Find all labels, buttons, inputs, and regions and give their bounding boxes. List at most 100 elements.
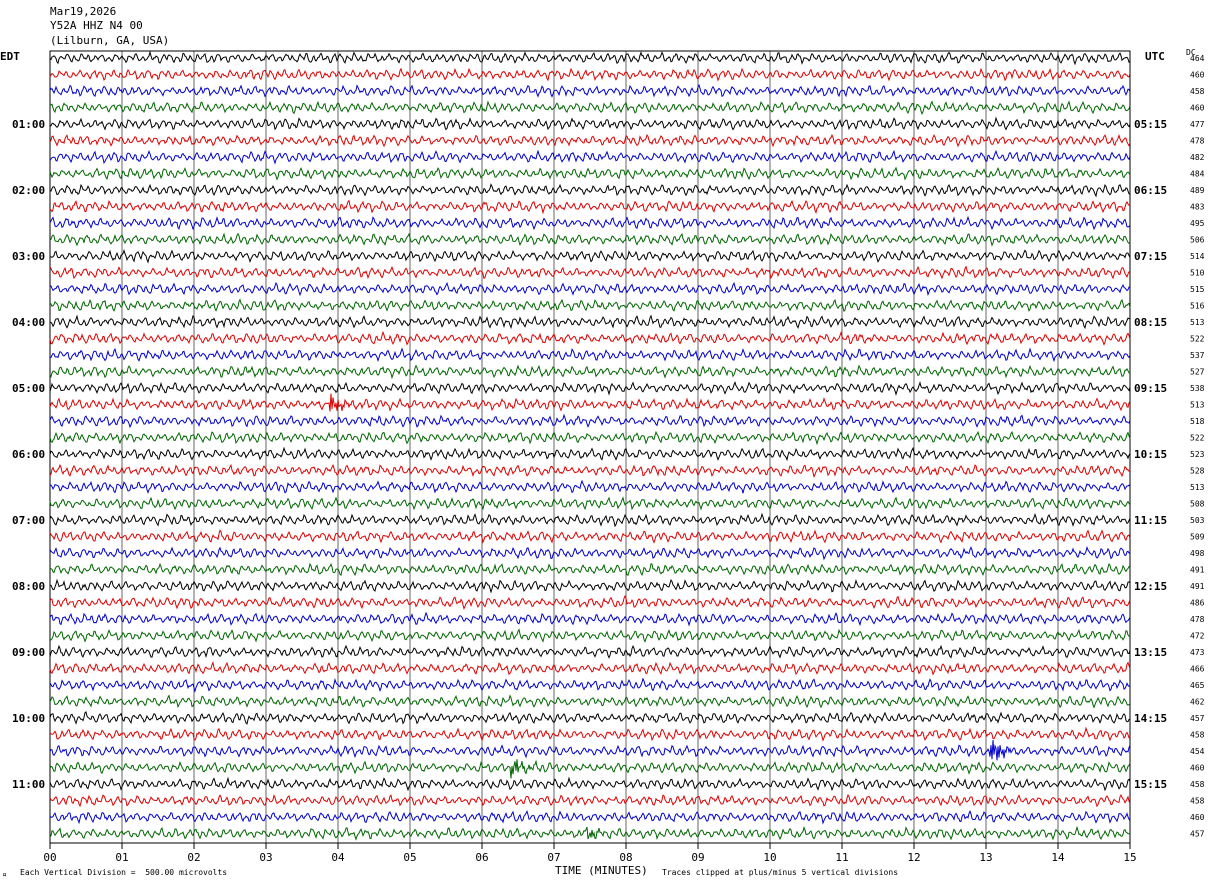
trace-row-22 — [49, 413, 1131, 429]
left-hour-label: 07:00 — [12, 514, 45, 527]
right-hour-label: 08:15 — [1134, 316, 1167, 329]
trace-row-24 — [49, 446, 1131, 462]
left-hour-label: 05:00 — [12, 382, 45, 395]
trace-row-42 — [49, 739, 1131, 761]
trace-row-19 — [49, 364, 1131, 380]
trace-row-23 — [49, 430, 1131, 446]
dc-offset-label: 464 — [1190, 54, 1205, 63]
trace-row-29 — [49, 529, 1131, 544]
dc-offset-label: 483 — [1190, 203, 1205, 212]
dc-offset-label: 472 — [1190, 632, 1205, 641]
dc-offset-label: 473 — [1190, 648, 1205, 657]
trace-row-14 — [49, 281, 1131, 297]
dc-offset-label: 503 — [1190, 516, 1205, 525]
trace-row-40 — [49, 711, 1131, 725]
x-tick-label: 10 — [763, 851, 776, 864]
left-hour-label: 02:00 — [12, 184, 45, 197]
x-tick-label: 11 — [835, 851, 848, 864]
right-hour-label: 06:15 — [1134, 184, 1167, 197]
x-tick-label: 08 — [619, 851, 632, 864]
dc-offset-label: 457 — [1190, 714, 1205, 723]
trace-row-15 — [49, 298, 1131, 313]
right-hour-label: 15:15 — [1134, 778, 1167, 791]
dc-offset-label: 513 — [1190, 483, 1205, 492]
dc-offset-label: 495 — [1190, 219, 1205, 228]
dc-offset-label: 518 — [1190, 417, 1205, 426]
x-tick-label: 15 — [1123, 851, 1136, 864]
dc-offset-label: 508 — [1190, 500, 1205, 509]
trace-row-32 — [49, 578, 1131, 594]
trace-row-20 — [49, 380, 1131, 396]
x-tick-label: 07 — [547, 851, 560, 864]
trace-row-44 — [49, 776, 1131, 792]
dc-offset-label: 523 — [1190, 450, 1205, 459]
dc-offset-label: 466 — [1190, 665, 1205, 674]
trace-row-3 — [49, 100, 1131, 115]
x-axis-label: TIME (MINUTES) — [555, 864, 648, 877]
dc-offset-label: 538 — [1190, 384, 1205, 393]
dc-offset-label: 515 — [1190, 285, 1205, 294]
dc-offset-label: 522 — [1190, 434, 1205, 443]
x-tick-label: 02 — [187, 851, 200, 864]
trace-row-37 — [49, 660, 1131, 676]
right-axis-unit: UTC — [1145, 50, 1165, 63]
dc-label: DC — [1186, 48, 1196, 57]
right-hour-label: 09:15 — [1134, 382, 1167, 395]
x-tick-label: 09 — [691, 851, 704, 864]
dc-offset-label: 454 — [1190, 747, 1205, 756]
dc-offset-label: 513 — [1190, 318, 1205, 327]
dc-offset-label: 528 — [1190, 467, 1205, 476]
trace-row-9 — [49, 199, 1131, 215]
dc-offset-label: 460 — [1190, 813, 1205, 822]
right-hour-label: 05:15 — [1134, 118, 1167, 131]
trace-row-11 — [49, 232, 1131, 247]
left-hour-label: 03:00 — [12, 250, 45, 263]
x-tick-label: 14 — [1051, 851, 1065, 864]
trace-row-35 — [49, 628, 1131, 643]
dc-offset-label: 465 — [1190, 681, 1205, 690]
footer-scale: Each Vertical Division = 500.00 microvol… — [20, 868, 228, 877]
trace-row-30 — [49, 545, 1131, 561]
dc-offset-label: 458 — [1190, 797, 1205, 806]
footer-glyph: ¤ — [2, 870, 7, 879]
left-hour-label: 01:00 — [12, 118, 45, 131]
dc-offset-label: 477 — [1190, 120, 1205, 129]
trace-row-39 — [49, 694, 1131, 709]
right-hour-label: 14:15 — [1134, 712, 1167, 725]
left-hour-label: 09:00 — [12, 646, 45, 659]
dc-offset-label: 484 — [1190, 170, 1205, 179]
x-tick-label: 01 — [115, 851, 128, 864]
dc-offset-label: 510 — [1190, 269, 1205, 278]
dc-offset-label: 491 — [1190, 582, 1205, 591]
trace-row-18 — [49, 347, 1131, 363]
trace-row-4 — [49, 116, 1131, 131]
left-hour-label: 10:00 — [12, 712, 45, 725]
header-location: (Lilburn, GA, USA) — [50, 34, 170, 47]
dc-offset-label: 460 — [1190, 71, 1205, 80]
x-tick-label: 13 — [979, 851, 992, 864]
dc-offset-label: 482 — [1190, 153, 1205, 162]
right-hour-label: 10:15 — [1134, 448, 1167, 461]
trace-row-17 — [49, 330, 1131, 346]
x-tick-label: 00 — [43, 851, 56, 864]
left-hour-label: 06:00 — [12, 448, 45, 461]
dc-offset-label: 458 — [1190, 780, 1205, 789]
trace-row-26 — [49, 479, 1131, 494]
dc-offset-label: 457 — [1190, 830, 1205, 839]
trace-row-7 — [49, 166, 1131, 181]
x-tick-label: 06 — [475, 851, 488, 864]
trace-row-43 — [49, 759, 1131, 779]
trace-row-31 — [49, 562, 1131, 577]
trace-row-0 — [49, 50, 1131, 66]
footer-clip: Traces clipped at plus/minus 5 vertical … — [662, 868, 899, 877]
header-date: Mar19,2026 — [50, 5, 117, 18]
trace-row-1 — [49, 67, 1131, 82]
trace-row-47 — [49, 825, 1131, 841]
trace-row-36 — [49, 644, 1131, 659]
trace-row-8 — [49, 183, 1131, 198]
dc-offset-label: 462 — [1190, 698, 1205, 707]
trace-row-5 — [49, 133, 1131, 148]
trace-row-12 — [50, 248, 1131, 264]
dc-offset-label: 458 — [1190, 731, 1205, 740]
